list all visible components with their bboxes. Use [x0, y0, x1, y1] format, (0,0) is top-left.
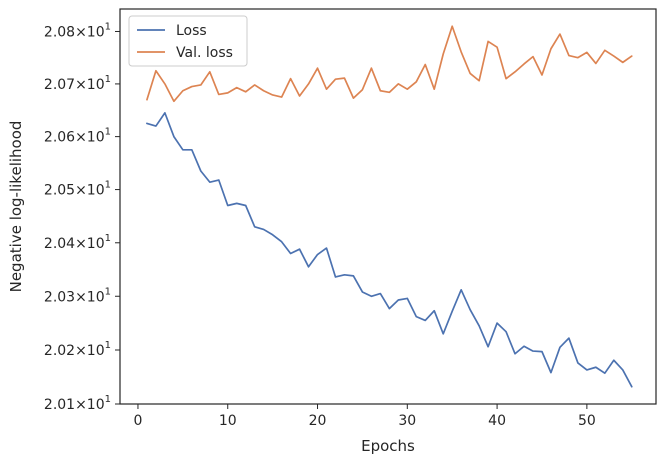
y-tick-label: 2.08×101 [44, 21, 111, 40]
y-axis-label: Negative log-likelihood [7, 121, 25, 293]
plot-frame [119, 8, 657, 405]
legend-label: Val. loss [176, 45, 233, 61]
y-tick-times: ×10 [75, 24, 105, 40]
y-tick-mantissa: 2.06 [44, 130, 75, 146]
x-tick-label: 30 [398, 413, 416, 429]
y-tick-exponent: 1 [105, 74, 111, 85]
y-tick-exponent: 1 [105, 340, 111, 351]
y-tick-label: 2.05×101 [44, 180, 111, 199]
y-tick-label: 2.02×101 [44, 340, 111, 359]
y-tick-exponent: 1 [105, 286, 111, 297]
y-tick-mantissa: 2.05 [44, 183, 75, 199]
y-tick-label: 2.06×101 [44, 127, 111, 146]
y-tick-times: ×10 [75, 289, 105, 305]
x-axis: 0 10 20 30 40 50 [133, 404, 596, 429]
legend: Loss Val. loss [128, 15, 248, 67]
x-tick-label: 40 [488, 413, 506, 429]
x-tick-label: 20 [309, 413, 327, 429]
y-tick-times: ×10 [75, 130, 105, 146]
y-tick-exponent: 1 [105, 21, 111, 32]
y-tick-label: 2.03×101 [44, 286, 111, 305]
x-tick-label: 0 [133, 413, 142, 429]
y-tick-times: ×10 [75, 236, 105, 252]
series-line-loss [146, 112, 633, 388]
series-line-val-loss [146, 25, 633, 103]
y-tick-label: 2.07×101 [44, 74, 111, 93]
x-tick-label: 50 [578, 413, 596, 429]
series-layer [146, 25, 633, 388]
y-tick-exponent: 1 [105, 127, 111, 138]
y-tick-mantissa: 2.08 [44, 24, 75, 40]
x-axis-label: Epochs [361, 437, 415, 455]
y-tick-mantissa: 2.02 [44, 343, 75, 359]
legend-box [128, 15, 248, 67]
y-tick-mantissa: 2.07 [44, 77, 75, 93]
legend-label: Loss [176, 23, 207, 39]
y-tick-exponent: 1 [105, 233, 111, 244]
y-tick-times: ×10 [75, 77, 105, 93]
y-tick-mantissa: 2.03 [44, 289, 75, 305]
x-tick-label: 10 [219, 413, 237, 429]
y-tick-exponent: 1 [105, 394, 111, 405]
y-tick-times: ×10 [75, 397, 105, 413]
y-tick-label: 2.04×101 [44, 233, 111, 252]
y-tick-times: ×10 [75, 343, 105, 359]
y-tick-times: ×10 [75, 183, 105, 199]
y-tick-label: 2.01×101 [44, 394, 111, 413]
y-tick-mantissa: 2.04 [44, 236, 75, 252]
y-tick-exponent: 1 [105, 180, 111, 191]
y-axis: 2.01×1012.02×1012.03×1012.04×1012.05×101… [44, 21, 120, 413]
y-tick-mantissa: 2.01 [44, 397, 75, 413]
